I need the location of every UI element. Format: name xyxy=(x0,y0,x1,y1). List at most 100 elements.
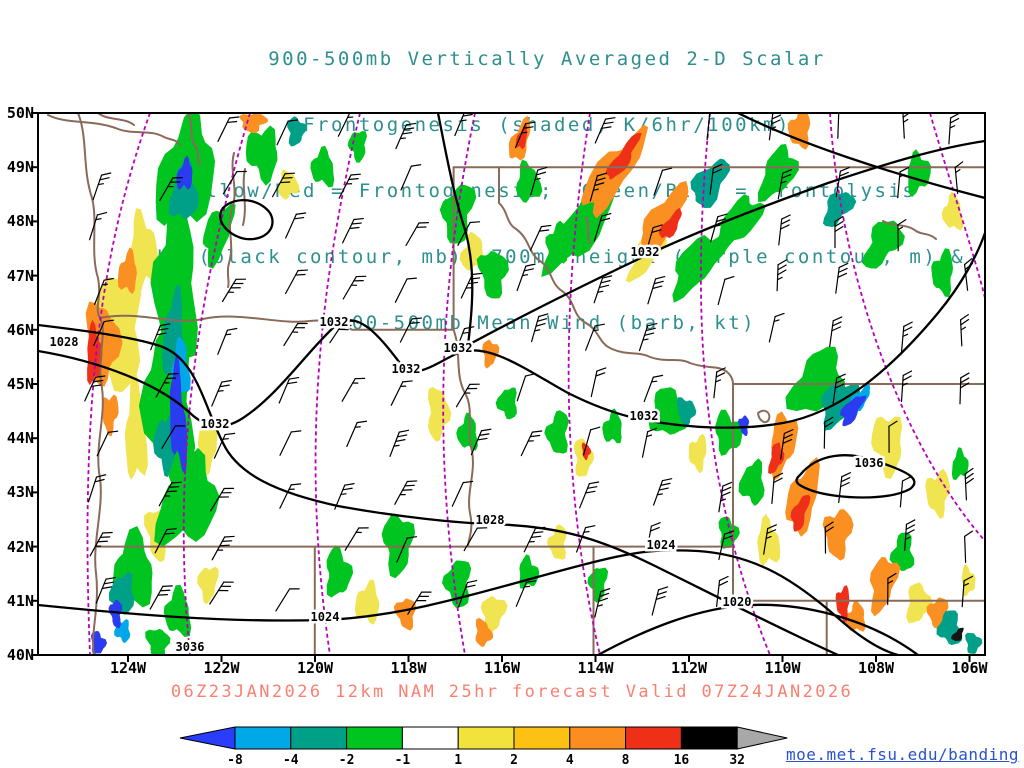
puget-sound xyxy=(226,152,236,288)
colorbar-arrow-left xyxy=(179,726,236,750)
wind-barb xyxy=(514,121,536,149)
contour-label: 1024 xyxy=(647,538,676,552)
shading-blob xyxy=(835,585,850,623)
wind-barb xyxy=(96,430,119,457)
map-plot: 1028 1032 1032 1032 1032 1032 1032 1028 1024 1024… xyxy=(31,112,986,662)
shading-blob xyxy=(428,386,452,442)
wind-barb xyxy=(594,117,616,144)
wind-barb xyxy=(900,370,913,402)
wind-barb xyxy=(590,367,607,398)
credit-link[interactable]: moe.met.fsu.edu/banding xyxy=(786,745,1020,764)
wind-barb xyxy=(718,530,735,561)
colorbar-tick-label: -2 xyxy=(339,753,355,768)
wind-barb xyxy=(217,327,238,355)
wind-barb xyxy=(834,215,844,249)
wind-barb xyxy=(651,586,669,616)
wind-barb xyxy=(897,166,910,199)
wind-barb xyxy=(275,588,300,612)
shading-blob xyxy=(950,627,964,642)
shading-blob xyxy=(476,251,509,299)
wind-barb xyxy=(713,367,726,399)
wind-barb xyxy=(338,173,361,199)
wind-barb xyxy=(641,427,658,458)
lat-tick-label: 40N xyxy=(6,646,34,664)
shading-blob xyxy=(757,513,781,566)
lat-tick-label: 42N xyxy=(6,537,34,556)
lat-tick-label: 44N xyxy=(6,429,34,448)
wind-barb xyxy=(87,474,107,503)
wind-barb xyxy=(88,211,108,241)
lat-tick-label: 47N xyxy=(6,266,34,285)
wind-barb xyxy=(161,425,186,449)
wind-barb xyxy=(217,116,240,142)
wind-barb xyxy=(342,217,364,244)
wind-barb xyxy=(838,472,851,504)
snake-river-border xyxy=(452,328,474,548)
wind-barb xyxy=(159,176,183,202)
mslp-contours-layer xyxy=(38,113,985,655)
wind-barb xyxy=(899,476,912,508)
shading-blob xyxy=(326,545,354,598)
wind-barb xyxy=(579,481,600,509)
shading-blob xyxy=(145,628,171,655)
wind-barb xyxy=(647,275,666,305)
contour-label: 1032 xyxy=(630,409,659,423)
colorbar: -8 -4 -2 -1 1 2 4 8 16 32 xyxy=(179,726,788,768)
shading-blob xyxy=(108,571,135,615)
wind-barb xyxy=(455,383,480,408)
colorbar-tick-label: 16 xyxy=(674,753,690,768)
wind-barb xyxy=(594,588,611,618)
wind-barb xyxy=(710,213,728,243)
wind-barb xyxy=(771,472,784,504)
lon-tick-label: 110W xyxy=(764,659,801,677)
mslp-contour-topright xyxy=(737,113,985,200)
wind-barb xyxy=(154,528,177,554)
wind-barb xyxy=(768,312,785,343)
shading-blob xyxy=(515,159,543,203)
mslp-contour-branch xyxy=(436,113,474,346)
colorbar-segment xyxy=(234,726,292,750)
wind-barb xyxy=(575,525,596,553)
shading-blob xyxy=(757,143,799,203)
shading-blob xyxy=(124,369,148,480)
wind-barb xyxy=(832,373,846,405)
shading-blob xyxy=(965,632,983,654)
height-contour xyxy=(829,113,985,542)
wind-barb xyxy=(645,224,663,254)
wind-barb xyxy=(279,430,302,456)
yellowstone-lake xyxy=(757,409,771,424)
wind-barb xyxy=(964,467,974,501)
shading-blob xyxy=(393,598,417,631)
wind-barb xyxy=(585,323,605,351)
shading-blob xyxy=(931,248,953,298)
wind-barb xyxy=(646,522,661,553)
vancouver-island-coast-2 xyxy=(97,113,135,126)
shading-blob xyxy=(768,442,785,475)
colorbar-tick-label: -1 xyxy=(395,753,411,768)
wind-barb xyxy=(593,275,613,304)
wind-barb xyxy=(454,113,473,137)
mslp-contour-1032-ne xyxy=(467,139,985,347)
wind-barb xyxy=(390,380,413,406)
colorbar-tick-label: 8 xyxy=(622,753,630,768)
lat-tick-label: 49N xyxy=(6,158,34,177)
wind-barb xyxy=(285,269,309,295)
height-contour xyxy=(314,113,361,655)
wind-barb xyxy=(155,372,179,398)
wind-barb xyxy=(346,420,368,448)
colorbar-segment xyxy=(569,726,627,750)
wind-barb xyxy=(279,483,302,509)
shading-blob xyxy=(197,566,219,605)
contour-label: 1032 xyxy=(631,245,660,259)
wind-barb xyxy=(210,487,235,512)
wind-barb xyxy=(463,527,488,552)
height-contour xyxy=(86,113,151,655)
wind-barb xyxy=(582,426,601,456)
wind-barb xyxy=(948,113,960,145)
shading-blob xyxy=(961,564,976,597)
shading-blob xyxy=(475,617,494,647)
shading-blob xyxy=(245,125,278,186)
wind-barb xyxy=(515,580,537,607)
wind-barb xyxy=(963,257,974,291)
shading-blob xyxy=(738,458,765,506)
